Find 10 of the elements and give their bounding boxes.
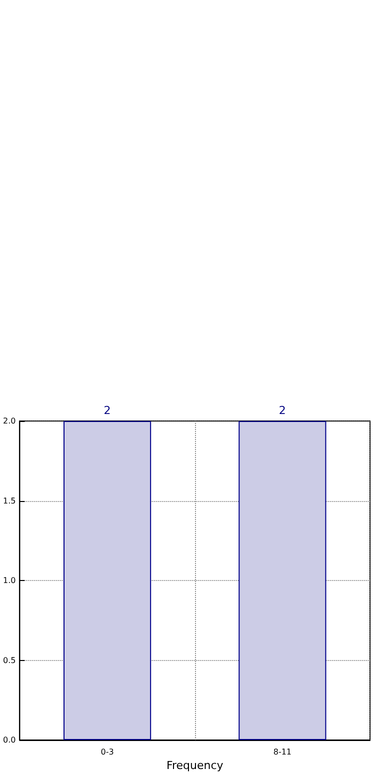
x-tick-label: 0-3 [100,748,114,756]
data-label: 2 [104,404,111,417]
x-axis-title: Frequency [166,759,224,772]
y-tick-label: 2.0 [2,416,16,426]
x-tick-label: 8-11 [273,748,292,756]
y-tick-label: 1.0 [2,576,16,585]
y-tick-label: 0.5 [2,656,16,665]
data-label: 2 [278,404,286,417]
y-tick-label: 0.0 [2,736,16,744]
y-tick-label: 1.5 [2,496,16,506]
